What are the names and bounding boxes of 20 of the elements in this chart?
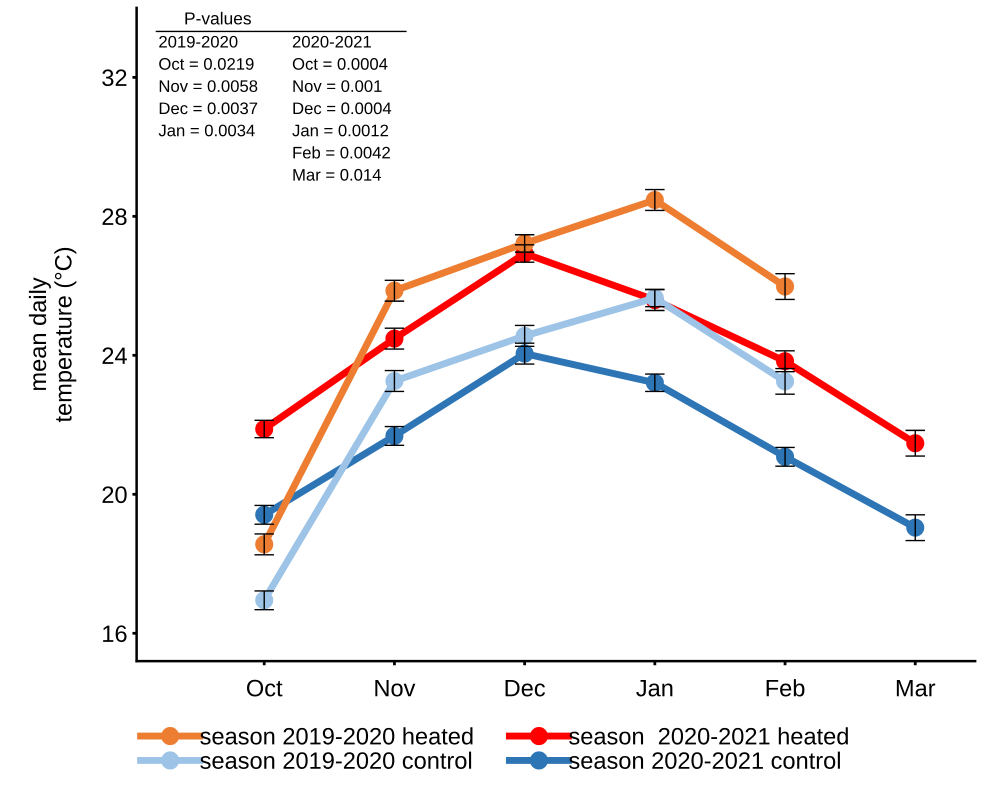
x-tick-label: Dec [506, 680, 546, 696]
y-axis-title: mean daily temperature (°C) [28, 248, 76, 422]
legend-label: season 2019-2020 control [200, 752, 472, 769]
legend-label: season 2020-2021 control [569, 752, 840, 769]
annotation: P-values [185, 12, 251, 25]
x-tick-label: Nov [375, 680, 416, 696]
x-tick-label: Jan [636, 680, 672, 696]
x-tick-label: Feb [766, 679, 804, 696]
annotation: 2020-2021 Oct = 0.0004 Nov = 0.001 Dec = 0.0004 Jan = 0.0012 Feb = 0.0042 Mar = 0.014 [292, 36, 392, 181]
x-tick-label: Mar [896, 680, 936, 696]
y-tick-label: 24 [102, 347, 127, 364]
y-tick-label: 32 [102, 69, 126, 86]
y-tick-label: 16 [103, 625, 127, 642]
y-tick-label: 28 [102, 208, 127, 226]
legend-label: season 2020-2021 heated [569, 727, 848, 745]
y-tick-label: 20 [102, 486, 127, 504]
legend-label: season 2019-2020 heated [200, 727, 473, 745]
annotation: 2019-2020 Oct = 0.0219 Nov = 0.0058 Dec = 0.0037 Jan = 0.0034 [158, 36, 258, 136]
point [776, 278, 794, 296]
x-tick-label: Oct [246, 680, 282, 696]
